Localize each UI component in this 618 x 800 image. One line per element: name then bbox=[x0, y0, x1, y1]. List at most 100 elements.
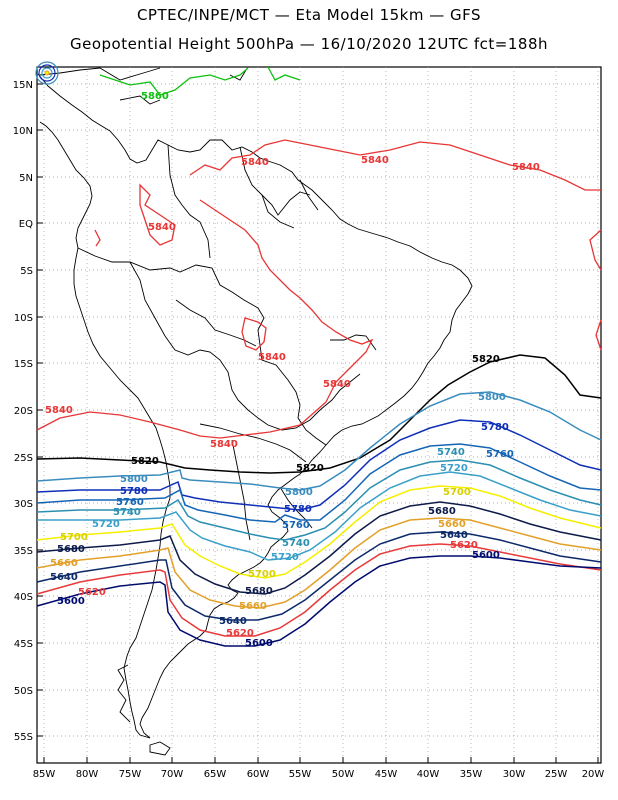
lon-label: 40W bbox=[417, 769, 440, 780]
contour-label-5820: 5820 bbox=[131, 456, 159, 467]
contour-line-5620 bbox=[36, 543, 602, 637]
contour-line-5680 bbox=[36, 501, 602, 595]
lon-label: 20W bbox=[582, 769, 605, 780]
contour-line-5840 bbox=[595, 319, 602, 351]
lat-label: 10S bbox=[14, 313, 33, 324]
contour-line-5600 bbox=[36, 555, 602, 647]
contour-line-5840 bbox=[241, 317, 267, 351]
coastlines bbox=[37, 67, 473, 756]
lon-label: 45W bbox=[375, 769, 398, 780]
lat-label: 20S bbox=[14, 406, 33, 417]
contour-line-5840 bbox=[36, 401, 327, 439]
contour-line-5760 bbox=[36, 443, 602, 523]
contour-label-5780: 5780 bbox=[284, 504, 312, 515]
chart-title: CPTEC/INPE/MCT — Eta Model 15km — GFS bbox=[136, 6, 482, 24]
contour-label-5820: 5820 bbox=[472, 354, 500, 365]
southern-contours bbox=[36, 354, 602, 647]
contour-label-5620: 5620 bbox=[226, 628, 254, 639]
contour-label-5660: 5660 bbox=[438, 519, 466, 530]
contour-label-5780: 5780 bbox=[120, 486, 148, 497]
contour-label-5640: 5640 bbox=[219, 616, 247, 627]
lat-label: 45S bbox=[14, 639, 33, 650]
contour-line-5840 bbox=[589, 229, 602, 271]
contour-line-5860 bbox=[99, 67, 249, 96]
contour-line-5840 bbox=[139, 183, 176, 246]
contour-label-5720: 5720 bbox=[271, 552, 299, 563]
contour-label-5700: 5700 bbox=[443, 487, 471, 498]
contour-label-5840: 5840 bbox=[241, 157, 269, 168]
lat-label: EQ bbox=[19, 219, 33, 230]
lat-label: 50S bbox=[14, 686, 33, 697]
contour-label-5800: 5800 bbox=[478, 392, 506, 403]
pressure-center-marker bbox=[35, 61, 59, 85]
contour-label-5800: 5800 bbox=[285, 487, 313, 498]
contour-label-5620: 5620 bbox=[78, 587, 106, 598]
lat-label: 15S bbox=[14, 359, 33, 370]
lat-label: 5S bbox=[20, 266, 33, 277]
lon-label: 70W bbox=[161, 769, 184, 780]
lon-label: 75W bbox=[119, 769, 142, 780]
contour-line-5720 bbox=[37, 471, 602, 561]
graticule bbox=[37, 67, 601, 763]
contour-label-5740: 5740 bbox=[437, 447, 465, 458]
lon-label: 25W bbox=[545, 769, 568, 780]
lon-label: 80W bbox=[76, 769, 99, 780]
lon-label: 30W bbox=[503, 769, 526, 780]
contour-label-5680: 5680 bbox=[428, 506, 456, 517]
lat-label: 30S bbox=[14, 499, 33, 510]
contour-label-5660: 5660 bbox=[239, 601, 267, 612]
contour-label-5800: 5800 bbox=[120, 474, 148, 485]
contour-label-5720: 5720 bbox=[92, 519, 120, 530]
contour-line-5700 bbox=[36, 485, 602, 579]
lon-label: 60W bbox=[247, 769, 270, 780]
lon-label: 35W bbox=[460, 769, 483, 780]
contour-label-5760: 5760 bbox=[116, 497, 144, 508]
contour-label-5600: 5600 bbox=[57, 596, 85, 607]
contour-line-5780 bbox=[36, 419, 602, 511]
contour-line-5860 bbox=[267, 66, 301, 81]
contour-label-5700: 5700 bbox=[248, 569, 276, 580]
contour-label-5760: 5760 bbox=[486, 449, 514, 460]
contour-label-5840: 5840 bbox=[148, 222, 176, 233]
lon-labels: 85W 80W 75W 70W 65W 60W 55W 50W 45W 40W … bbox=[33, 769, 605, 780]
lon-label: 65W bbox=[204, 769, 227, 780]
contour-label-5840: 5840 bbox=[258, 352, 286, 363]
contour-line-5840 bbox=[199, 199, 374, 403]
contour-label-5640: 5640 bbox=[440, 530, 468, 541]
lat-label: 40S bbox=[14, 592, 33, 603]
contour-label-5620: 5620 bbox=[450, 540, 478, 551]
contour-label-5840: 5840 bbox=[323, 379, 351, 390]
lat-labels: 15N 10N 5N EQ 5S 10S 15S 20S 25S 30S 35S… bbox=[13, 80, 33, 743]
contour-label-5860: 5860 bbox=[141, 91, 169, 102]
contours-5840 bbox=[36, 139, 602, 439]
contour-label-5640: 5640 bbox=[50, 572, 78, 583]
contour-line-5840 bbox=[189, 139, 601, 191]
contour-label-5840: 5840 bbox=[45, 405, 73, 416]
contour-line-5820 bbox=[36, 354, 602, 474]
contour-line-5840 bbox=[94, 229, 101, 247]
lon-label: 85W bbox=[33, 769, 56, 780]
contour-label-5600: 5600 bbox=[245, 638, 273, 649]
contour-label-5740: 5740 bbox=[282, 538, 310, 549]
lat-label: 55S bbox=[14, 732, 33, 743]
contour-label-5680: 5680 bbox=[57, 544, 85, 555]
contour-label-5760: 5760 bbox=[282, 520, 310, 531]
chart-subtitle: Geopotential Height 500hPa — 16/10/2020 … bbox=[69, 35, 549, 53]
contour-label-5720: 5720 bbox=[440, 463, 468, 474]
lon-label: 55W bbox=[289, 769, 312, 780]
lat-label: 10N bbox=[13, 126, 33, 137]
contour-label-5740: 5740 bbox=[113, 507, 141, 518]
contour-label-5660: 5660 bbox=[50, 558, 78, 569]
contour-label-5840: 5840 bbox=[361, 155, 389, 166]
contour-line-5660 bbox=[36, 517, 602, 609]
contour-label-5780: 5780 bbox=[481, 422, 509, 433]
contour-label-5840: 5840 bbox=[512, 162, 540, 173]
contour-label-5680: 5680 bbox=[245, 586, 273, 597]
contour-label-5840: 5840 bbox=[210, 439, 238, 450]
contour-label-5700: 5700 bbox=[60, 532, 88, 543]
contour-label-5820: 5820 bbox=[296, 463, 324, 474]
lat-label: 5N bbox=[19, 173, 33, 184]
lat-label: 15N bbox=[13, 80, 33, 91]
contour-labels: 5860 5840 5840 5840 5840 5840 5840 5840 … bbox=[45, 91, 540, 649]
